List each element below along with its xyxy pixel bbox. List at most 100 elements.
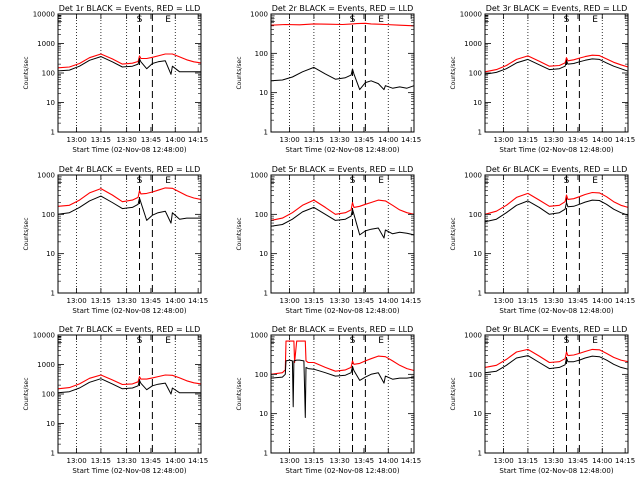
interval-marker-label: E: [484, 15, 490, 25]
x-tick-label: 13:45: [141, 297, 161, 305]
panel-title: Det 3r BLACK = Events, RED = LLD: [486, 4, 628, 13]
y-tick-label: 10000: [33, 11, 55, 19]
y-axis-label: Counts/sec: [236, 377, 243, 410]
y-axis-label: Counts/sec: [450, 377, 457, 410]
events-series-line: [57, 378, 201, 395]
panel-8: Det 8r BLACK = Events, RED = LLD Counts/s…: [236, 325, 421, 475]
lld-series-line: [57, 187, 202, 207]
y-tick-label: 10: [259, 89, 268, 97]
interval-marker-label: E: [57, 176, 63, 186]
x-tick-label: 13:00: [493, 136, 513, 144]
x-tick-label: 13:30: [117, 297, 137, 305]
x-tick-label: 13:45: [568, 136, 588, 144]
y-tick-label: 100: [42, 70, 55, 78]
x-axis-label: Start Time (02-Nov-08 12:48:00): [499, 146, 613, 154]
x-tick-label: 13:00: [279, 297, 299, 305]
x-tick-label: 13:15: [91, 136, 111, 144]
y-tick-label: 100: [255, 371, 268, 379]
y-tick-label: 10: [46, 420, 55, 428]
lld-series-line: [270, 22, 415, 27]
events-series-line: [484, 58, 629, 75]
interval-marker-label: E: [165, 15, 171, 25]
interval-marker-label: S: [350, 176, 356, 186]
x-axis-label: Start Time (02-Nov-08 12:48:00): [285, 146, 399, 154]
lld-series-line: [484, 191, 629, 215]
y-axis-label: Counts/sec: [236, 217, 243, 250]
x-tick-label: 14:00: [592, 297, 612, 305]
y-tick-label: 1: [51, 290, 55, 298]
x-tick-label: 13:30: [330, 136, 350, 144]
x-tick-label: 13:15: [91, 297, 111, 305]
y-axis-label: Counts/sec: [450, 217, 457, 250]
x-tick-label: 14:15: [188, 136, 208, 144]
y-tick-label: 1: [478, 450, 482, 458]
plot-frame: [484, 334, 629, 454]
y-tick-label: 1000: [250, 172, 268, 180]
events-series-line: [57, 56, 201, 75]
y-tick-label: 10: [473, 99, 482, 107]
interval-marker-label: S: [350, 336, 356, 346]
x-tick-label: 14:15: [401, 136, 421, 144]
x-tick-label: 13:30: [117, 136, 137, 144]
y-tick-label: 10: [259, 250, 268, 258]
x-tick-label: 13:45: [354, 136, 374, 144]
interval-marker-label: E: [592, 176, 598, 186]
y-tick-label: 1: [264, 290, 268, 298]
lld-series-line: [270, 340, 415, 375]
x-tick-label: 14:15: [188, 457, 208, 465]
y-tick-label: 1000: [37, 40, 55, 48]
panel-5: Det 5r BLACK = Events, RED = LLD Counts/s…: [236, 165, 421, 315]
interval-marker-label: E: [378, 336, 384, 346]
x-tick-label: 14:00: [378, 136, 398, 144]
events-series-line: [484, 355, 629, 374]
interval-marker-label: S: [564, 336, 570, 346]
lld-series-line: [484, 54, 629, 73]
events-series-line: [57, 195, 201, 224]
panel-9: Det 9r BLACK = Events, RED = LLD Counts/s…: [450, 325, 635, 475]
y-tick-label: 1: [478, 290, 482, 298]
events-series-line: [484, 199, 629, 223]
x-axis-label: Start Time (02-Nov-08 12:48:00): [72, 307, 186, 315]
x-tick-label: 14:00: [165, 297, 185, 305]
x-tick-label: 13:00: [279, 136, 299, 144]
events-series-line: [270, 66, 415, 91]
interval-marker-label: S: [564, 176, 570, 186]
interval-marker-label: S: [350, 15, 356, 25]
y-axis-label: Counts/sec: [236, 56, 243, 89]
interval-marker-label: S: [137, 15, 143, 25]
x-tick-label: 14:00: [165, 457, 185, 465]
y-tick-label: 1000: [464, 40, 482, 48]
lld-series-line: [484, 348, 629, 368]
y-tick-label: 100: [42, 391, 55, 399]
events-series-line: [270, 359, 415, 418]
x-tick-label: 13:45: [568, 457, 588, 465]
x-tick-label: 13:30: [330, 297, 350, 305]
x-tick-label: 13:00: [66, 457, 86, 465]
x-tick-label: 13:15: [304, 457, 324, 465]
panel-title: Det 1r BLACK = Events, RED = LLD: [59, 4, 201, 13]
y-tick-label: 1000: [464, 332, 482, 340]
x-tick-label: 14:00: [592, 457, 612, 465]
y-tick-label: 10: [46, 250, 55, 258]
x-tick-label: 14:15: [615, 297, 635, 305]
interval-marker-label: S: [564, 15, 570, 25]
x-tick-label: 13:45: [141, 457, 161, 465]
interval-marker-label: S: [137, 336, 143, 346]
x-tick-label: 13:45: [141, 136, 161, 144]
y-tick-label: 1: [51, 450, 55, 458]
y-tick-label: 1000: [250, 332, 268, 340]
interval-marker-label: E: [165, 176, 171, 186]
y-tick-label: 10: [46, 99, 55, 107]
y-tick-label: 1000: [250, 11, 268, 19]
x-tick-label: 13:30: [330, 457, 350, 465]
x-tick-label: 14:15: [615, 136, 635, 144]
y-tick-label: 100: [255, 50, 268, 58]
y-tick-label: 1: [264, 129, 268, 137]
x-tick-label: 13:15: [518, 457, 538, 465]
x-tick-label: 13:15: [304, 136, 324, 144]
x-axis-label: Start Time (02-Nov-08 12:48:00): [285, 307, 399, 315]
x-tick-label: 13:15: [518, 297, 538, 305]
x-tick-label: 13:45: [354, 297, 374, 305]
interval-marker-label: E: [592, 15, 598, 25]
